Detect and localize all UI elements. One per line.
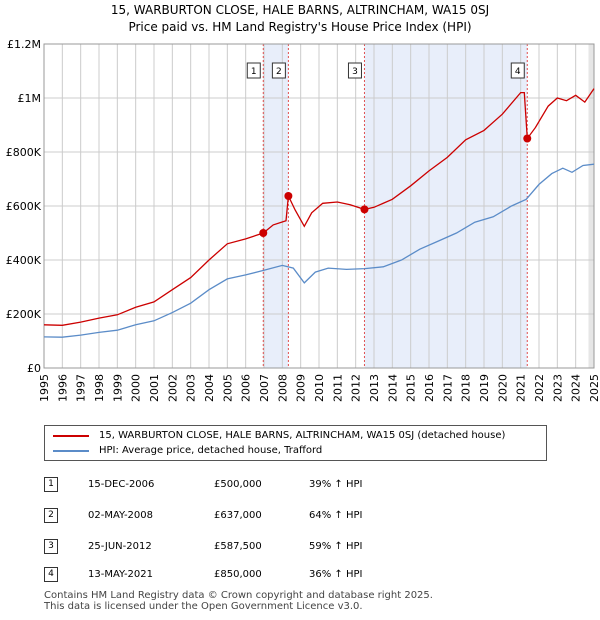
y-tick-label: £200K (6, 308, 42, 321)
sale-price: £637,000 (214, 510, 262, 521)
y-tick-label: £400K (6, 254, 42, 267)
sale-point (284, 192, 293, 201)
plot-frame (43, 43, 595, 369)
y-tick-label: £800K (6, 146, 42, 159)
series-line (43, 88, 595, 326)
sale-date: 15-DEC-2006 (88, 479, 155, 490)
y-tick-label: £1M (18, 92, 42, 105)
sale-label: 4 (515, 67, 521, 77)
sale-point (360, 205, 369, 214)
sale-label-box (347, 62, 362, 79)
sale-label: 3 (352, 67, 358, 77)
footer-copyright: Contains HM Land Registry data © Crown c… (44, 590, 433, 601)
x-tick-label: 2007 (258, 374, 271, 402)
x-tick-label: 2005 (221, 374, 234, 402)
sale-number-badge: 3 (44, 539, 58, 554)
x-tick-label: 2024 (570, 374, 583, 402)
legend-label-property: 15, WARBURTON CLOSE, HALE BARNS, ALTRINC… (99, 430, 506, 441)
sale-hpi-change: 36% ↑ HPI (309, 569, 363, 580)
sale-price: £850,000 (214, 569, 262, 580)
sale-date: 13-MAY-2021 (88, 569, 154, 580)
sale-label-box (510, 62, 525, 79)
x-tick-label: 2000 (130, 374, 143, 402)
footer-licence: This data is licensed under the Open Gov… (44, 601, 363, 612)
sale-number-badge: 1 (44, 477, 58, 492)
series-line (43, 163, 595, 338)
sale-label-box (271, 62, 286, 79)
x-tick-label: 2017 (441, 374, 454, 402)
x-tick-label: 2014 (386, 374, 399, 402)
x-tick-label: 2021 (515, 374, 528, 402)
x-tick-label: 2010 (313, 374, 326, 402)
y-tick-label: £0 (27, 362, 41, 375)
x-tick-label: 2011 (331, 374, 344, 402)
x-tick-label: 2001 (148, 374, 161, 402)
x-tick-label: 2018 (460, 374, 473, 402)
x-tick-label: 2006 (240, 374, 253, 402)
sale-hpi-change: 39% ↑ HPI (309, 479, 363, 490)
sale-price: £587,500 (214, 541, 262, 552)
sale-point (523, 134, 532, 143)
sale-date: 25-JUN-2012 (88, 541, 152, 552)
sale-number-badge: 2 (44, 508, 58, 523)
x-tick-label: 2004 (203, 374, 216, 402)
sale-label: 2 (276, 67, 282, 77)
sale-number-badge: 4 (44, 567, 58, 582)
y-tick-label: £1.2M (7, 38, 41, 51)
x-tick-label: 1995 (38, 374, 51, 402)
x-tick-label: 2019 (478, 374, 491, 402)
price-chart: 1 2 3 4 £0 £200K £400K £600K £800K £1M £1.2M 1995 19… (6, 38, 600, 402)
x-tick-label: 2012 (350, 374, 363, 402)
x-tick-label: 2009 (295, 374, 308, 402)
x-tick-label: 1996 (56, 374, 69, 402)
sale-price: £500,000 (214, 479, 262, 490)
x-tick-label: 2002 (166, 374, 179, 402)
legend-swatch-property (53, 435, 89, 437)
legend-swatch-hpi (53, 450, 89, 452)
x-tick-label: 2022 (533, 374, 546, 402)
x-tick-label: 2023 (551, 374, 564, 402)
chart-subtitle: Price paid vs. HM Land Registry's House … (128, 20, 472, 34)
sale-date: 02-MAY-2008 (88, 510, 154, 521)
x-tick-label: 1998 (93, 374, 106, 402)
x-tick-label: 2025 (588, 374, 600, 402)
chart-title: 15, WARBURTON CLOSE, HALE BARNS, ALTRINC… (110, 3, 490, 17)
x-tick-label: 1997 (75, 374, 88, 402)
x-tick-label: 1999 (111, 374, 124, 402)
x-tick-label: 2016 (423, 374, 436, 402)
x-tick-label: 2003 (185, 374, 198, 402)
x-tick-label: 2015 (405, 374, 418, 402)
sale-hpi-change: 64% ↑ HPI (309, 510, 363, 521)
sale-label: 1 (251, 67, 257, 77)
x-tick-label: 2013 (368, 374, 381, 402)
sale-hpi-change: 59% ↑ HPI (309, 541, 363, 552)
x-tick-label: 2008 (276, 374, 289, 402)
y-tick-label: £600K (6, 200, 42, 213)
legend-label-hpi: HPI: Average price, detached house, Traf… (99, 445, 323, 456)
x-tick-label: 2020 (496, 374, 509, 402)
legend: 15, WARBURTON CLOSE, HALE BARNS, ALTRINC… (44, 425, 547, 461)
sale-point (259, 229, 268, 237)
sale-label-box (246, 62, 261, 79)
